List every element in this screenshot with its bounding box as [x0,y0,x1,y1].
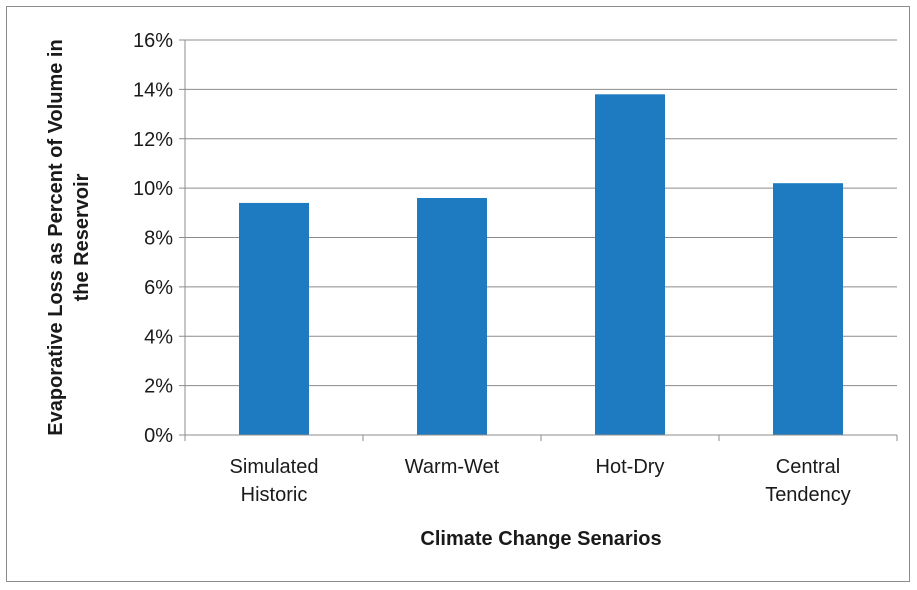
y-tick-label: 0% [144,425,173,447]
y-axis-title: Evaporative Loss as Percent of Volume in… [45,39,93,435]
y-tick-label: 4% [144,326,173,348]
bar [595,94,665,435]
x-tick-label: Hot-Dry [596,456,665,478]
tick-labels: 0% 2% 4% 6% 8% 10% 12% 14% 16% Simulated Historic W… [133,30,851,506]
y-tick-label: 2% [144,376,173,398]
axes [179,39,898,441]
bars [239,94,843,435]
bar [417,198,487,435]
y-tick-label: 8% [144,228,173,250]
x-tick-label: Tendency [765,484,851,506]
y-tick-label: 10% [133,178,173,200]
chart-frame: 0% 2% 4% 6% 8% 10% 12% 14% 16% Simulated Historic W… [6,6,910,582]
bar [239,202,309,435]
bar [773,183,843,435]
y-tick-label: 6% [144,277,173,299]
x-tick-label: Central [776,456,840,478]
y-tick-label: 16% [133,30,173,52]
x-axis-title: Climate Change Senarios [420,528,661,550]
bar-chart: 0% 2% 4% 6% 8% 10% 12% 14% 16% Simulated Historic W… [45,30,898,550]
y-axis-title-line: the Reservoir [71,173,93,301]
y-axis-title-line: Evaporative Loss as Percent of Volume in [45,39,67,435]
y-tick-label: 14% [133,79,173,101]
x-tick-label: Simulated [230,456,319,478]
y-tick-label: 12% [133,129,173,151]
x-tick-label: Historic [241,484,308,506]
x-tick-label: Warm-Wet [405,456,500,478]
